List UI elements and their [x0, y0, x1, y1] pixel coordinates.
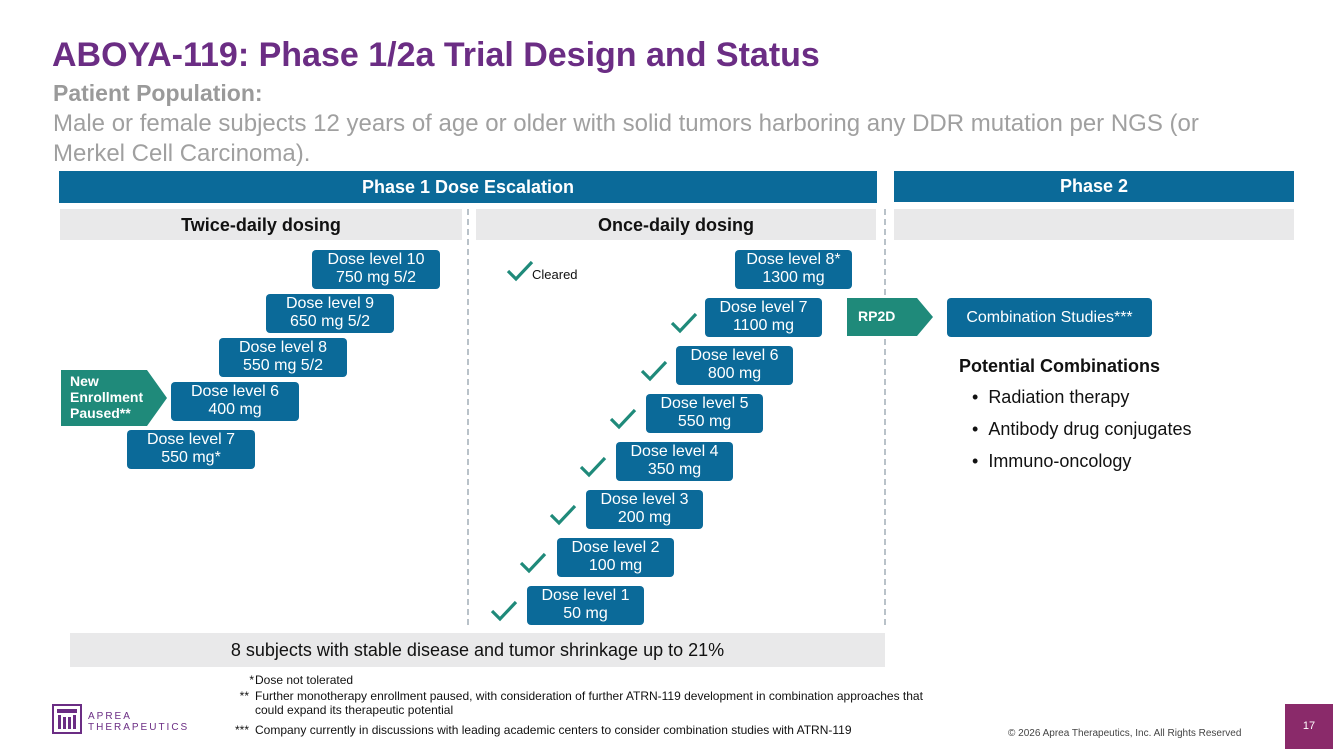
dose-amount: 650 mg 5/2 [289, 313, 371, 330]
dose-amount: 550 mg [677, 413, 732, 430]
rp2d-label: RP2D [858, 308, 896, 324]
dose-amount: 400 mg [208, 401, 262, 418]
bid-dose-level-10: Dose level 10 750 mg 5/2 [312, 250, 440, 289]
logo-line-2: THERAPEUTICS [88, 722, 190, 733]
qd-dose-level-4: Dose level 4 350 mg [616, 442, 733, 481]
twice-daily-header: Twice-daily dosing [60, 209, 462, 240]
footnote-text: Dose not tolerated [255, 673, 354, 687]
dose-label: Dose level 8* [746, 251, 841, 268]
combination-item-label: Antibody drug conjugates [988, 419, 1192, 439]
qd-dose-level-8: Dose level 8* 1300 mg [735, 250, 852, 289]
divider-left [467, 209, 469, 625]
check-icon [548, 502, 578, 528]
bid-dose-level-8: Dose level 8 550 mg 5/2 [219, 338, 347, 377]
phase2-header: Phase 2 [894, 171, 1294, 202]
check-icon [505, 258, 535, 284]
dose-amount: 1300 mg [762, 269, 825, 286]
dose-label: Dose level 5 [660, 395, 749, 412]
dose-amount: 800 mg [707, 365, 762, 382]
combination-item-label: Radiation therapy [988, 387, 1130, 407]
once-daily-header: Once-daily dosing [476, 209, 876, 240]
arrow-shape-icon [847, 298, 933, 336]
divider-right [884, 209, 886, 625]
dose-amount: 550 mg* [161, 449, 221, 466]
dose-label: Dose level 4 [630, 443, 719, 460]
qd-dose-level-5: Dose level 5 550 mg [646, 394, 763, 433]
check-icon [639, 358, 669, 384]
dose-label: Dose level 1 [541, 587, 630, 604]
rp2d-badge: RP2D [847, 298, 933, 336]
dose-amount: 100 mg [588, 557, 643, 574]
dose-amount: 350 mg [647, 461, 702, 478]
bid-dose-level-6: Dose level 6 400 mg [171, 382, 299, 421]
phase1-header: Phase 1 Dose Escalation [59, 171, 877, 203]
paused-line-1: New [70, 373, 99, 389]
arrow-shape-icon [61, 370, 167, 426]
summary-bar: 8 subjects with stable disease and tumor… [70, 633, 885, 667]
paused-line-2: Enrollment [70, 389, 144, 405]
enrollment-paused-badge: New Enrollment Paused** [61, 370, 167, 426]
bid-dose-level-9: Dose level 9 650 mg 5/2 [266, 294, 394, 333]
qd-dose-level-2: Dose level 2 100 mg [557, 538, 674, 577]
patient-population-label: Patient Population: [53, 80, 263, 106]
dose-label: Dose level 7 [146, 431, 236, 448]
footnote-mark: *** [234, 723, 249, 737]
check-icon [669, 310, 699, 336]
dose-amount: 50 mg [563, 605, 608, 622]
aprea-logo-icon [52, 704, 82, 734]
page-title: ABOYA-119: Phase 1/2a Trial Design and S… [52, 36, 820, 74]
dose-label: Dose level 7 [719, 299, 808, 316]
qd-dose-level-3: Dose level 3 200 mg [586, 490, 703, 529]
patient-population-text: Male or female subjects 12 years of age … [53, 110, 1199, 167]
footnote-mark: ** [239, 689, 249, 703]
combination-item: • Radiation therapy [972, 387, 1130, 407]
potential-combinations-title: Potential Combinations [959, 356, 1161, 376]
logo-line-1: APREA [88, 711, 132, 722]
combination-item-label: Immuno-oncology [988, 451, 1132, 471]
dose-label: Dose level 9 [285, 295, 375, 312]
dose-label: Dose level 6 [190, 383, 280, 400]
qd-dose-level-1: Dose level 1 50 mg [527, 586, 644, 625]
bid-dose-level-7: Dose level 7 550 mg* [127, 430, 255, 469]
check-icon [608, 406, 638, 432]
dose-label: Dose level 6 [690, 347, 779, 364]
check-icon [489, 598, 519, 624]
dose-label: Dose level 10 [327, 251, 425, 268]
dose-amount: 750 mg 5/2 [335, 269, 417, 286]
check-icon [578, 454, 608, 480]
phase2-subheader [894, 209, 1294, 240]
footnote-text: Company currently in discussions with le… [255, 723, 852, 737]
footnote-mark: * [249, 673, 254, 687]
dose-label: Dose level 3 [600, 491, 689, 508]
legend-cleared-label: Cleared [532, 267, 578, 282]
combination-item: • Immuno-oncology [972, 451, 1132, 471]
combination-studies-box: Combination Studies*** [947, 298, 1152, 337]
dose-amount: 550 mg 5/2 [242, 357, 324, 374]
copyright: © 2026 Aprea Therapeutics, Inc. All Righ… [1008, 728, 1242, 739]
dose-amount: 1100 mg [732, 317, 795, 334]
combination-item: • Antibody drug conjugates [972, 419, 1192, 439]
dose-label: Dose level 8 [238, 339, 328, 356]
page-number: 17 [1285, 704, 1333, 749]
qd-dose-level-7: Dose level 7 1100 mg [705, 298, 822, 337]
paused-line-3: Paused** [70, 405, 131, 421]
qd-dose-level-6: Dose level 6 800 mg [676, 346, 793, 385]
dose-label: Dose level 2 [571, 539, 660, 556]
footnote-text: Further monotherapy enrollment paused, w… [255, 689, 923, 717]
logo-text: APREA THERAPEUTICS [88, 711, 189, 733]
dose-amount: 200 mg [617, 509, 672, 526]
check-icon [518, 550, 548, 576]
